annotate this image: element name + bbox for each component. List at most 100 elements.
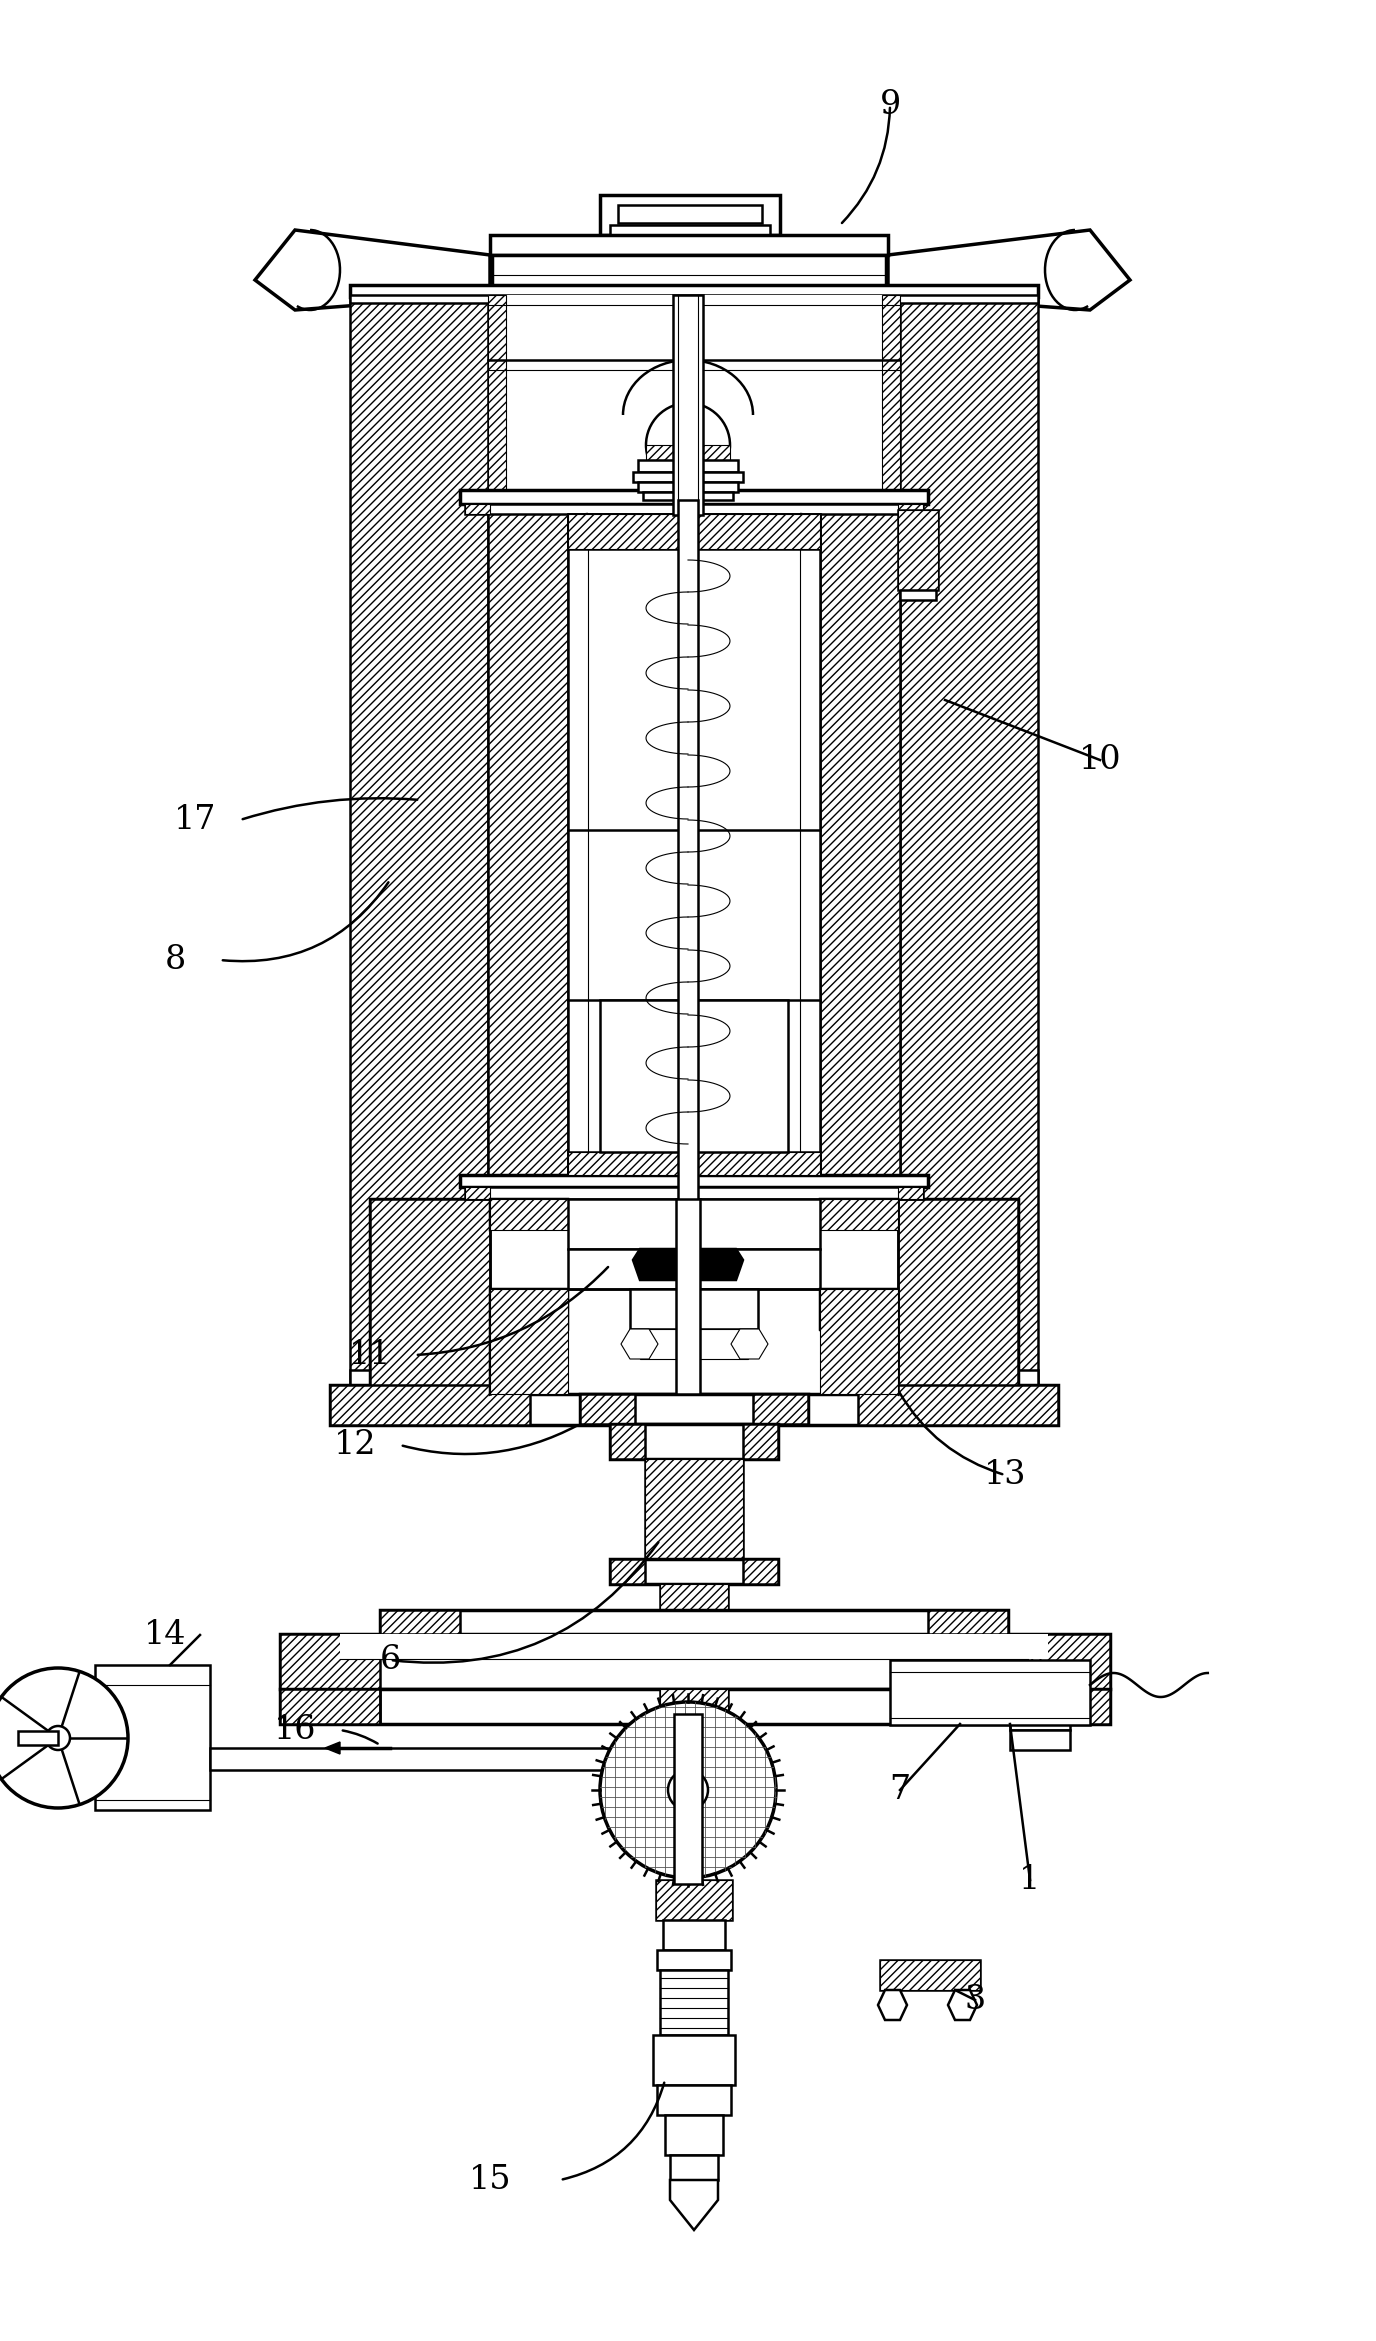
Bar: [678, 501, 698, 1201]
Bar: [899, 1187, 923, 1199]
Bar: [660, 1585, 728, 1634]
Bar: [490, 234, 888, 255]
Text: 7: 7: [889, 1774, 911, 1805]
Bar: [465, 1187, 490, 1199]
Bar: [1010, 1688, 1110, 1723]
Bar: [488, 295, 506, 501]
Bar: [568, 1152, 820, 1175]
Bar: [820, 501, 900, 1180]
Bar: [859, 1386, 1058, 1426]
Bar: [490, 1199, 568, 1229]
Circle shape: [600, 1702, 776, 1877]
Text: 13: 13: [984, 1458, 1026, 1491]
Bar: [568, 515, 820, 550]
Bar: [900, 590, 936, 599]
Bar: [18, 1730, 58, 1744]
Bar: [643, 492, 733, 501]
Bar: [656, 2086, 731, 2114]
Bar: [1010, 1730, 1071, 1751]
Bar: [899, 510, 938, 590]
Bar: [640, 1330, 749, 1360]
Bar: [1010, 1634, 1110, 1688]
Bar: [581, 1393, 634, 1423]
Bar: [380, 1611, 1009, 1634]
Bar: [460, 489, 927, 503]
Bar: [656, 1880, 732, 1920]
Bar: [665, 2114, 722, 2156]
Bar: [663, 1920, 725, 1950]
Bar: [630, 1290, 758, 1330]
Bar: [488, 501, 568, 1180]
Bar: [676, 1199, 700, 1393]
Bar: [881, 1959, 980, 1990]
Bar: [654, 2034, 735, 2086]
Bar: [674, 1714, 702, 1885]
Bar: [610, 225, 771, 234]
Text: 16: 16: [274, 1714, 316, 1746]
Bar: [568, 1199, 820, 1250]
Polygon shape: [820, 1199, 899, 1229]
Bar: [660, 1585, 728, 1634]
Text: 1: 1: [1020, 1863, 1040, 1896]
Text: 10: 10: [1079, 744, 1121, 775]
Bar: [350, 295, 1038, 302]
Polygon shape: [888, 229, 1130, 309]
Polygon shape: [325, 1742, 340, 1753]
Bar: [743, 1423, 777, 1458]
Circle shape: [667, 1770, 709, 1810]
Bar: [279, 1688, 380, 1723]
Bar: [670, 2156, 718, 2179]
Bar: [490, 1290, 568, 1393]
Text: 8: 8: [164, 943, 186, 976]
Polygon shape: [731, 1330, 768, 1360]
Bar: [581, 1393, 808, 1423]
Text: 11: 11: [348, 1339, 391, 1372]
Bar: [890, 1660, 1090, 1725]
Bar: [900, 295, 1038, 1386]
Polygon shape: [633, 1250, 743, 1281]
Bar: [568, 515, 820, 1175]
Bar: [380, 1611, 460, 1634]
Bar: [493, 255, 886, 295]
Bar: [881, 1959, 980, 1990]
Bar: [568, 1152, 820, 1175]
Bar: [610, 1423, 645, 1458]
Bar: [656, 1880, 732, 1920]
Bar: [610, 1559, 645, 1585]
Bar: [743, 1559, 777, 1585]
Bar: [660, 1688, 728, 1714]
Bar: [340, 1634, 1049, 1660]
Bar: [638, 482, 738, 492]
Bar: [350, 286, 1038, 297]
Bar: [618, 206, 762, 222]
Bar: [370, 1199, 1018, 1393]
Bar: [350, 295, 488, 1386]
Circle shape: [645, 403, 731, 487]
Polygon shape: [490, 1199, 568, 1229]
Bar: [600, 194, 780, 234]
Bar: [820, 1290, 899, 1393]
Bar: [610, 1559, 777, 1585]
Bar: [753, 1393, 808, 1423]
Text: 9: 9: [879, 89, 901, 122]
Bar: [600, 1000, 788, 1152]
Bar: [488, 295, 900, 501]
Bar: [465, 503, 923, 515]
Bar: [330, 1386, 1058, 1426]
Bar: [465, 1187, 923, 1199]
Bar: [638, 459, 738, 473]
Bar: [660, 1971, 728, 2034]
Bar: [279, 1688, 1110, 1723]
Bar: [927, 1611, 1009, 1634]
Bar: [330, 1386, 530, 1426]
Bar: [673, 295, 703, 515]
Bar: [568, 1250, 820, 1290]
Bar: [656, 1950, 731, 1971]
Bar: [279, 1634, 1110, 1688]
Polygon shape: [670, 2179, 718, 2231]
Bar: [350, 1369, 1038, 1386]
Circle shape: [45, 1725, 70, 1751]
Bar: [610, 1423, 777, 1458]
Bar: [279, 1634, 380, 1688]
Bar: [633, 473, 743, 482]
